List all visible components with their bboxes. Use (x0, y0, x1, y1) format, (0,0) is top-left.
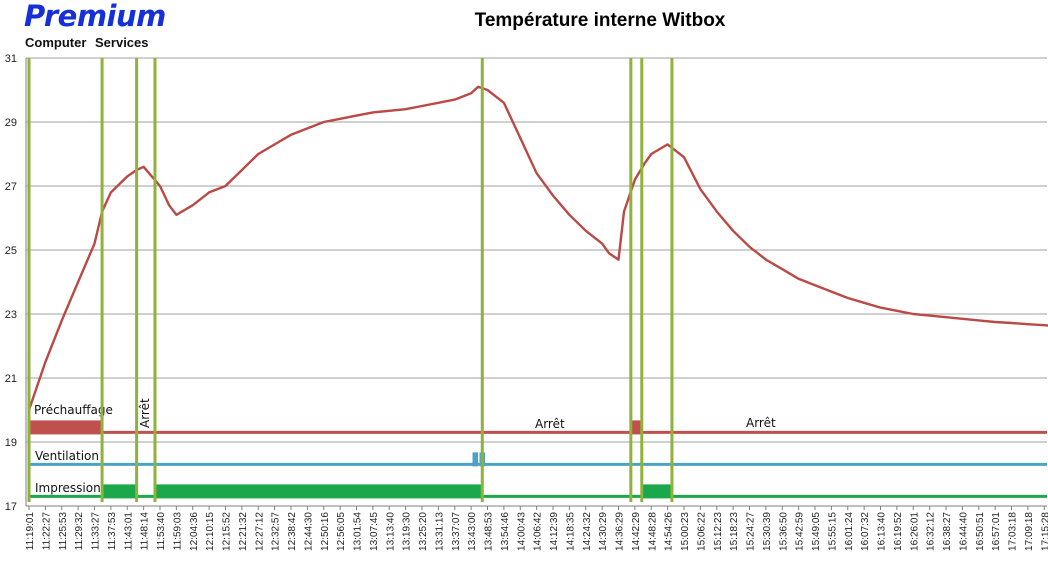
y-tick-label: 21 (5, 373, 17, 385)
x-tick-label: 16:44:40 (958, 512, 969, 551)
x-tick-label: 12:56:05 (336, 512, 347, 551)
x-tick-label: 11:53:40 (156, 512, 167, 551)
x-tick-label: 16:01:24 (844, 512, 855, 551)
x-tick-label: 14:42:29 (631, 512, 642, 551)
status-block (154, 484, 483, 499)
x-tick-label: 12:38:42 (287, 512, 298, 551)
x-tick-label: 14:48:28 (647, 512, 658, 551)
x-tick-label: 17:09:18 (1024, 512, 1035, 551)
x-tick-label: 11:48:14 (140, 512, 151, 551)
x-tick-label: 15:00:23 (680, 512, 691, 551)
chart-title: Température interne Witbox (474, 10, 726, 31)
x-tick-label: 15:24:27 (746, 512, 757, 551)
status-block (641, 484, 672, 499)
x-tick-label: 15:42:59 (795, 512, 806, 551)
logo-main: Premium (24, 0, 166, 33)
x-tick-label: 16:32:12 (926, 512, 937, 551)
x-tick-label: 17:03:18 (1008, 512, 1019, 551)
x-tick-label: 14:54:26 (664, 512, 675, 551)
x-tick-label: 12:50:16 (320, 512, 331, 551)
x-tick-label: 11:19:01 (25, 512, 36, 551)
y-tick-label: 23 (5, 309, 17, 321)
x-tick-label: 11:59:03 (172, 512, 183, 551)
x-tick-label: 13:13:40 (385, 512, 396, 551)
x-tick-label: 15:06:22 (696, 512, 707, 551)
status-label: Impression (35, 481, 101, 495)
y-tick-label: 29 (5, 117, 17, 129)
x-tick-label: 12:21:32 (238, 512, 249, 551)
x-tick-label: 15:36:50 (778, 512, 789, 551)
x-tick-label: 14:30:29 (598, 512, 609, 551)
x-tick-label: 14:18:35 (565, 512, 576, 551)
x-tick-label: 16:26:01 (909, 512, 920, 551)
status-block (29, 420, 103, 435)
logo-sub: Computer Services (25, 35, 149, 50)
x-tick-label: 12:27:12 (254, 512, 265, 551)
x-tick-label: 13:19:30 (402, 512, 413, 551)
y-tick-label: 27 (5, 181, 17, 193)
x-tick-label: 13:54:46 (500, 512, 511, 551)
x-tick-label: 13:25:20 (418, 512, 429, 551)
y-tick-label: 17 (5, 501, 17, 513)
x-tick-label: 14:24:32 (582, 512, 593, 551)
x-tick-label: 13:01:54 (353, 512, 364, 551)
x-tick-label: 15:18:23 (729, 512, 740, 551)
x-tick-label: 11:37:53 (107, 512, 118, 551)
temperature-line (27, 85, 1048, 411)
status-block (472, 452, 479, 467)
x-tick-label: 14:06:42 (533, 512, 544, 551)
y-tick-label: 31 (5, 53, 17, 65)
x-tick-label: 13:07:45 (369, 512, 380, 551)
x-tick-label: 15:55:15 (827, 512, 838, 551)
x-tick-label: 16:13:40 (877, 512, 888, 551)
x-tick-label: 11:33:27 (91, 512, 102, 551)
x-tick-label: 16:50:51 (975, 512, 986, 551)
x-tick-label: 15:30:39 (762, 512, 773, 551)
x-tick-label: 16:38:27 (942, 512, 953, 551)
x-tick-label: 13:37:07 (451, 512, 462, 551)
x-tick-label: 16:57:01 (991, 512, 1002, 551)
y-tick-label: 25 (5, 245, 17, 257)
status-block (102, 484, 137, 499)
x-tick-label: 16:07:32 (860, 512, 871, 551)
status-block (630, 420, 642, 435)
x-tick-label: 13:48:53 (484, 512, 495, 551)
status-label: Ventilation (35, 449, 99, 463)
x-tick-label: 12:10:15 (205, 512, 216, 551)
x-tick-label: 11:22:27 (41, 512, 52, 551)
x-tick-label: 13:43:00 (467, 512, 478, 551)
x-tick-label: 12:04:36 (189, 512, 200, 551)
x-tick-label: 11:25:53 (58, 512, 69, 551)
x-tick-label: 15:12:23 (713, 512, 724, 551)
status-label: Préchauffage (34, 403, 113, 417)
x-tick-label: 13:31:13 (434, 512, 445, 551)
y-tick-label: 19 (5, 437, 17, 449)
x-tick-label: 14:12:39 (549, 512, 560, 551)
x-tick-label: 11:29:32 (74, 512, 85, 551)
x-tick-label: 14:00:43 (516, 512, 527, 551)
x-tick-label: 17:15:28 (1040, 512, 1048, 551)
x-tick-label: 15:49:05 (811, 512, 822, 551)
logo: Premium Computer Services (24, 0, 214, 51)
status-label: Arrêt (535, 417, 565, 431)
x-tick-label: 11:43:01 (123, 512, 134, 551)
x-tick-label: 14:36:29 (615, 512, 626, 551)
arret-annotation: Arrêt (138, 398, 152, 428)
x-tick-label: 12:44:30 (303, 512, 314, 551)
status-label: Arrêt (746, 416, 776, 430)
x-tick-label: 16:19:52 (893, 512, 904, 551)
x-tick-label: 12:15:52 (222, 512, 233, 551)
x-tick-label: 12:32:57 (271, 512, 282, 551)
